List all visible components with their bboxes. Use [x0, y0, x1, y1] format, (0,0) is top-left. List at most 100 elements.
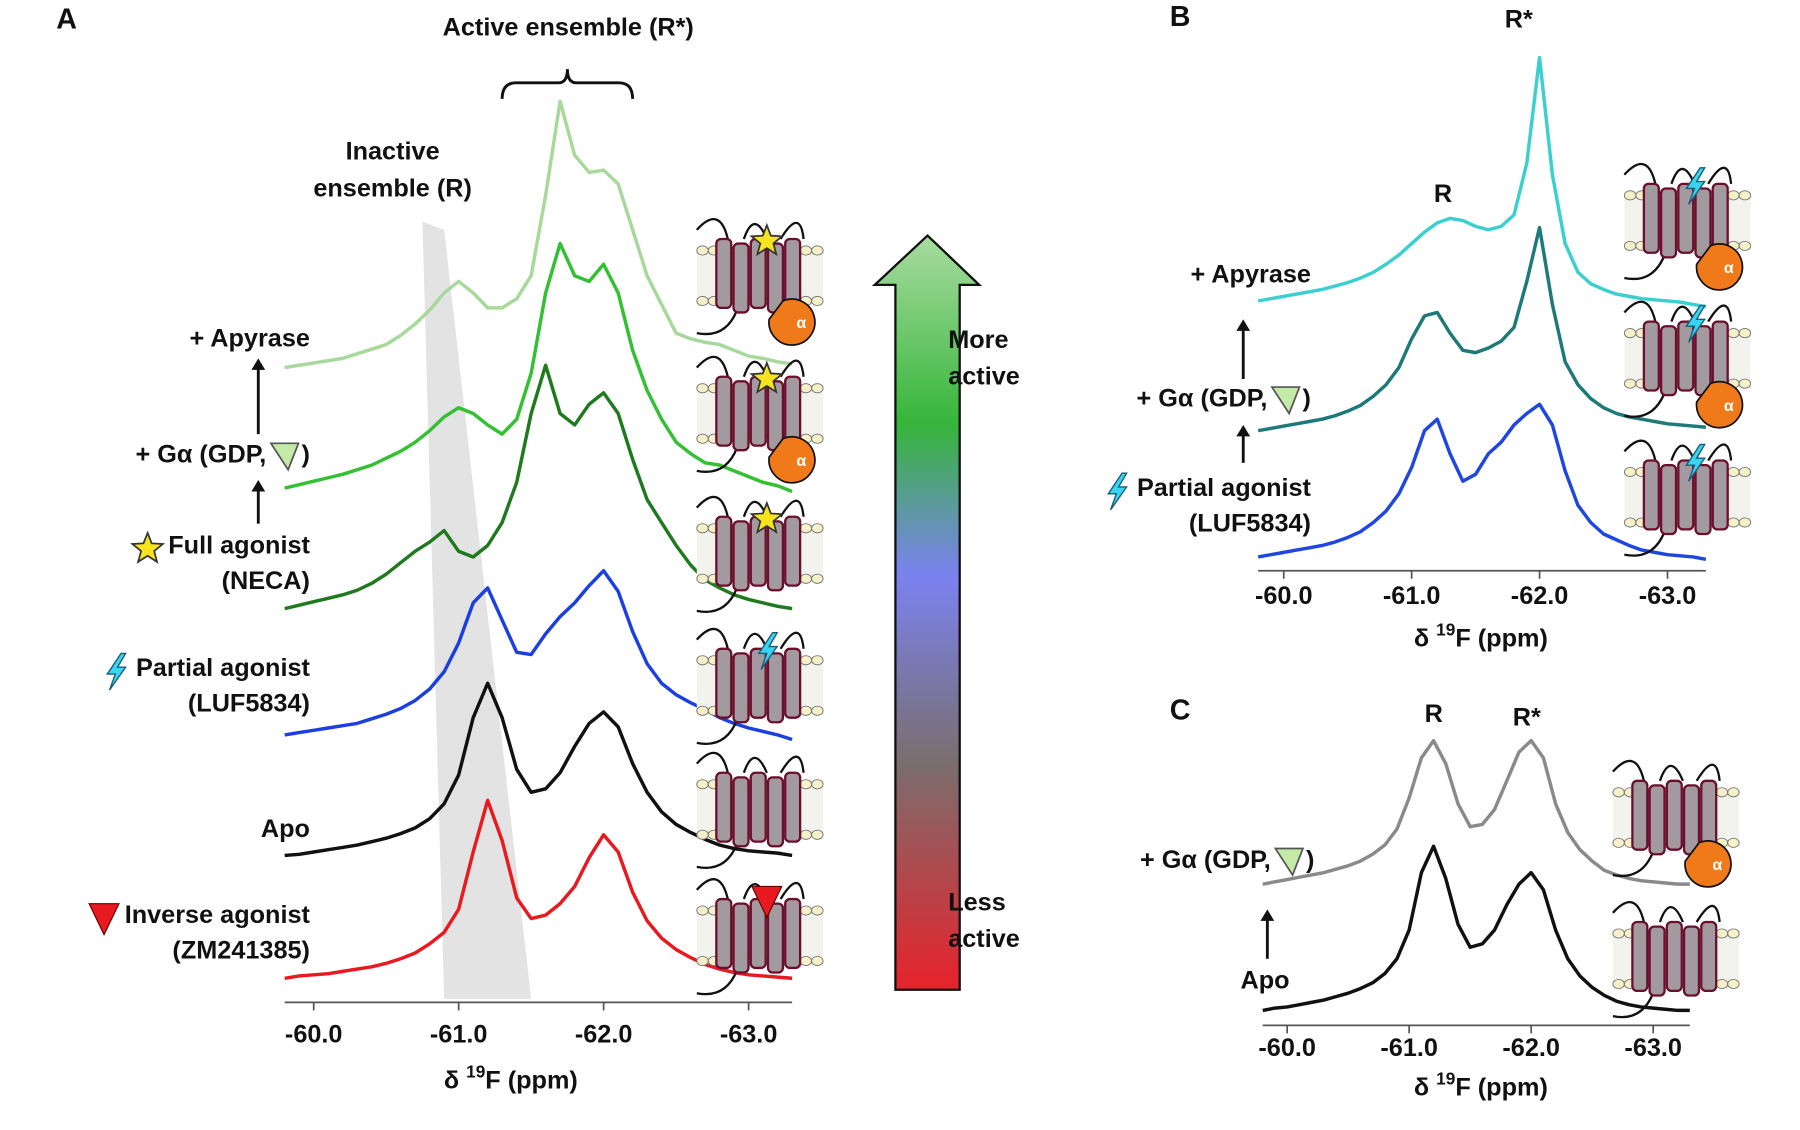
lipid-head [1738, 378, 1752, 389]
gdp-icon [269, 442, 300, 472]
x-axis-label-sup: 19 [466, 1061, 485, 1081]
peak-label: R* [1505, 6, 1533, 34]
galpha-label: α [1724, 259, 1734, 277]
lipid-head [1727, 328, 1740, 339]
lipid-head [696, 383, 709, 394]
receptor-cartoon [1623, 439, 1752, 557]
helix [766, 776, 785, 848]
inactive-label: Inactive [346, 138, 440, 166]
series-label: + Apyrase [1190, 260, 1310, 288]
lipid-head [811, 955, 824, 967]
helix [784, 515, 802, 587]
helix [715, 771, 733, 843]
helix [749, 771, 767, 843]
scale-bottom-label: Less [948, 888, 1006, 916]
lipid-head [696, 829, 709, 840]
lipid-head [696, 573, 709, 584]
lipid-head [811, 383, 824, 394]
receptor-cartoon: α [1623, 300, 1752, 429]
galpha [1695, 243, 1744, 291]
receptor-cartoon [695, 495, 824, 613]
lipid-head [1715, 978, 1729, 990]
receptor-cartoon [695, 627, 824, 745]
lipid-head [1727, 978, 1740, 990]
series-label: Apo [1241, 966, 1290, 994]
helix [784, 897, 802, 970]
helix [732, 652, 750, 724]
series-label: Partial agonist [1137, 474, 1312, 502]
helix [784, 237, 802, 310]
lipid-head [1727, 928, 1740, 939]
receptor-loops [1623, 300, 1733, 418]
series-label-end: ) [1306, 846, 1314, 874]
x-axis-label-sup: 19 [1436, 1068, 1455, 1088]
panel-letter: B [1170, 1, 1191, 33]
lipid-head [1623, 240, 1637, 251]
activity-scale-arrow [871, 233, 983, 991]
helix [784, 771, 802, 843]
lipid-head [696, 705, 709, 716]
helix [1700, 779, 1718, 851]
lipid-head [1738, 240, 1752, 251]
receptor-loops [695, 495, 805, 613]
helix [732, 242, 750, 314]
lipid-head [799, 655, 813, 666]
peak-label: R [1425, 700, 1443, 728]
lipid-head [1612, 837, 1625, 848]
gdp-icon [1270, 386, 1301, 416]
helix [1694, 463, 1712, 536]
lipid-head [811, 523, 824, 534]
partial-agonist-icon [105, 652, 127, 691]
lipid-head [799, 829, 813, 840]
active-brace [500, 69, 635, 99]
gdp-icon [1273, 847, 1305, 877]
receptor-loops [1612, 759, 1721, 877]
series-label: Inverse agonist [125, 901, 311, 929]
series-label: Apo [261, 815, 310, 843]
ligand-label: (LUF5834) [188, 690, 310, 718]
receptor-loops [1623, 439, 1733, 557]
lipid-head [696, 295, 709, 307]
peak-label: R* [1513, 703, 1541, 731]
x-tick-label: -62.0 [1502, 1034, 1560, 1062]
receptor-loops [1623, 163, 1733, 281]
lipid-head [1738, 328, 1752, 339]
ligand-label: (LUF5834) [1189, 509, 1311, 537]
helix [766, 520, 785, 592]
inverse-agonist-icon [88, 903, 120, 936]
lipid-head [1738, 517, 1752, 528]
panel-letter: C [1170, 695, 1191, 727]
galpha [1684, 840, 1732, 888]
helix [1682, 784, 1701, 856]
receptor-loops [695, 878, 805, 996]
receptor-cartoon [695, 878, 824, 996]
helix [1642, 182, 1660, 254]
helix [1682, 925, 1701, 997]
lipid-head [811, 245, 824, 256]
lipid-head [811, 829, 824, 840]
ligand-label: (ZM241385) [172, 937, 310, 965]
galpha-label: α [1712, 856, 1722, 874]
arrow-head [1236, 424, 1251, 437]
scale-top-label: active [948, 363, 1020, 391]
peak-label: R [1434, 180, 1452, 208]
lipid-head [799, 905, 813, 916]
active-label: Active ensemble (R*) [443, 14, 694, 42]
receptor-loops [695, 627, 805, 745]
lipid-head [696, 905, 709, 916]
full-agonist-icon [749, 360, 785, 394]
receptor-cartoon: α [1623, 163, 1752, 291]
full-agonist-icon [130, 530, 166, 564]
helix [1665, 779, 1683, 851]
lipid-head [1612, 928, 1625, 939]
receptor-cartoon [695, 751, 824, 869]
x-tick-label: -60.0 [1255, 582, 1313, 610]
spectrum [1262, 844, 1690, 1013]
x-tick-label: -63.0 [1639, 582, 1697, 610]
helix [1659, 463, 1678, 536]
receptor-loops [695, 355, 805, 473]
lipid-head [811, 295, 824, 307]
helix [749, 647, 767, 719]
galpha [1695, 380, 1744, 429]
x-axis-label: δ 19F (ppm) [444, 1061, 578, 1094]
